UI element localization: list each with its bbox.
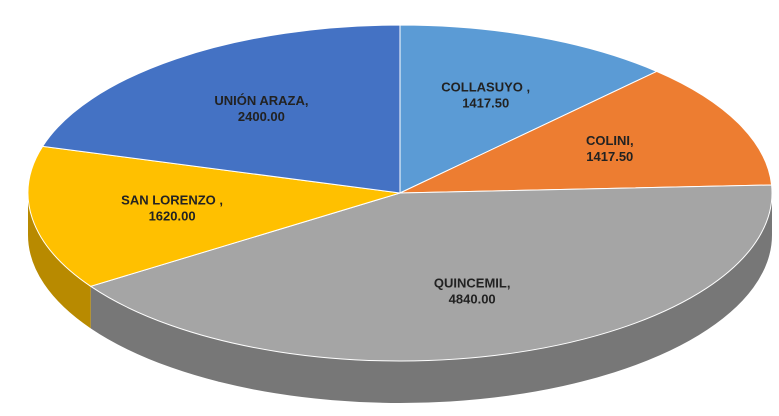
- slice-label-name: COLINI,: [586, 133, 634, 148]
- slice-label-value: 1620.00: [149, 208, 196, 223]
- slice-label-name: SAN LORENZO ,: [121, 192, 223, 207]
- slice: [399, 24, 658, 194]
- slice-label-value: 1417.50: [586, 149, 633, 164]
- slice: [399, 70, 773, 194]
- slice: [89, 184, 773, 362]
- slice: [41, 24, 401, 194]
- slice-label-name: QUINCEMIL,: [434, 275, 511, 290]
- slice-label-name: UNIÓN ARAZA,: [214, 93, 308, 108]
- slice-side: [90, 193, 772, 403]
- slice-label-value: 1417.50: [462, 96, 509, 111]
- slice-label-value: 4840.00: [449, 291, 496, 306]
- slice-label-value: 2400.00: [238, 109, 285, 124]
- slice-label-name: COLLASUYO ,: [441, 80, 530, 95]
